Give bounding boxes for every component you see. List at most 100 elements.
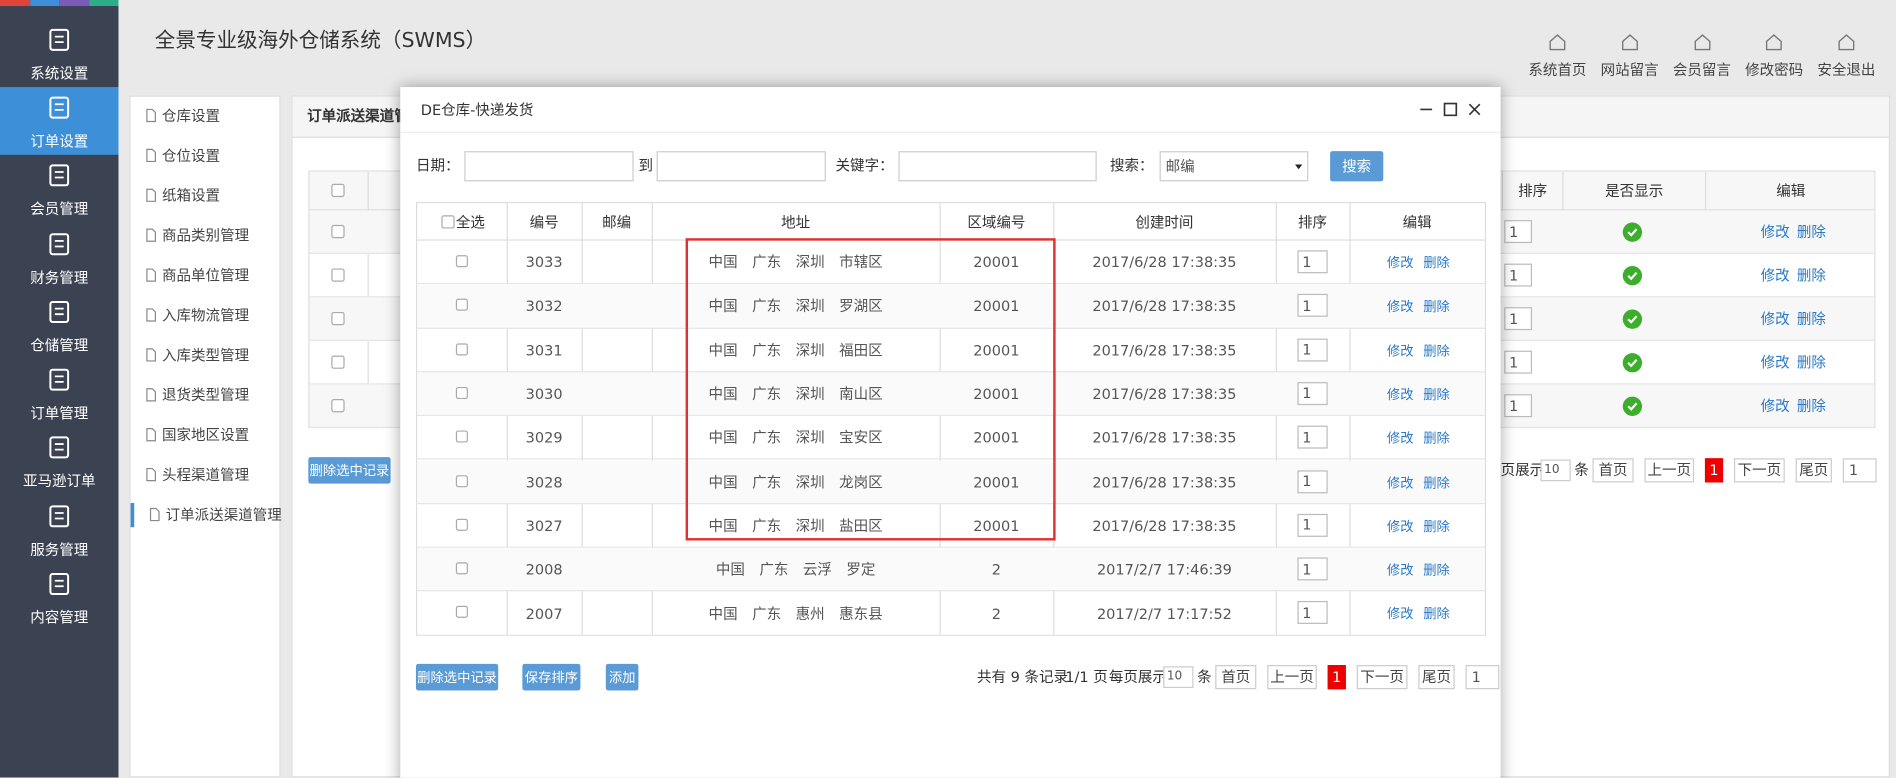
text-input[interactable] <box>656 151 826 182</box>
submenu-item[interactable]: 仓库设置 <box>131 104 280 128</box>
sort-input[interactable]: 1 <box>1504 263 1533 287</box>
maximize-button[interactable] <box>1443 102 1459 118</box>
submenu-item[interactable]: 入库类型管理 <box>131 343 280 367</box>
top-nav-item[interactable]: 网站留言 <box>1593 31 1666 79</box>
search-field-select[interactable]: 邮编 <box>1159 151 1309 182</box>
checkbox[interactable] <box>455 386 468 399</box>
pager-first[interactable]: 首页 <box>1215 665 1257 690</box>
pager-next[interactable]: 下一页 <box>1356 665 1408 690</box>
pager-select[interactable]: 1 <box>1842 458 1877 483</box>
pager-prev[interactable]: 上一页 <box>1267 665 1317 690</box>
submenu-item[interactable]: 头程渠道管理 <box>131 463 280 487</box>
edit-link[interactable]: 修改 <box>1760 310 1790 328</box>
submenu-item[interactable]: 纸箱设置 <box>131 184 280 208</box>
checkbox[interactable] <box>331 183 345 198</box>
checkbox[interactable] <box>331 311 345 326</box>
top-nav-item[interactable]: 系统首页 <box>1521 31 1594 79</box>
delete-link[interactable]: 删除 <box>1796 397 1826 415</box>
pager-prev[interactable]: 上一页 <box>1644 458 1695 483</box>
sort-input[interactable]: 1 <box>1504 307 1533 331</box>
sort-input[interactable]: 1 <box>1297 557 1328 581</box>
sort-input[interactable]: 1 <box>1504 350 1533 374</box>
delete-link[interactable]: 删除 <box>1423 518 1450 535</box>
text-input[interactable] <box>898 151 1097 182</box>
checkbox[interactable] <box>331 224 345 239</box>
delete-link[interactable]: 删除 <box>1423 299 1450 315</box>
sort-input[interactable]: 1 <box>1504 394 1533 418</box>
delete-link[interactable]: 删除 <box>1423 386 1450 403</box>
delete-link[interactable]: 删除 <box>1423 255 1450 271</box>
edit-link[interactable]: 修改 <box>1386 342 1414 359</box>
sort-input[interactable]: 1 <box>1297 469 1328 493</box>
checkbox[interactable] <box>331 399 345 413</box>
submenu-item[interactable]: 仓位设置 <box>131 144 280 168</box>
edit-link[interactable]: 修改 <box>1386 606 1414 622</box>
sort-input[interactable]: 1 <box>1297 250 1328 274</box>
edit-link[interactable]: 修改 <box>1386 255 1414 271</box>
sort-input[interactable]: 1 <box>1297 381 1328 405</box>
delete-link[interactable]: 删除 <box>1423 342 1450 359</box>
submenu-item[interactable]: 退货类型管理 <box>131 383 280 407</box>
sort-input[interactable]: 1 <box>1297 425 1328 449</box>
close-button[interactable] <box>1467 102 1483 118</box>
menu-item[interactable]: 会员管理 <box>0 155 118 223</box>
checkbox[interactable] <box>455 299 468 312</box>
checkbox[interactable] <box>455 342 468 356</box>
edit-link[interactable]: 修改 <box>1386 299 1414 315</box>
action-button[interactable]: 添加 <box>605 663 639 691</box>
top-nav-item[interactable]: 安全退出 <box>1810 31 1883 79</box>
submenu-item[interactable]: 入库物流管理 <box>131 304 280 328</box>
sort-input[interactable]: 1 <box>1297 601 1328 625</box>
pager-select[interactable]: 1 <box>1465 665 1500 690</box>
delete-link[interactable]: 删除 <box>1423 430 1450 447</box>
menu-item[interactable]: 订单管理 <box>0 359 118 427</box>
edit-link[interactable]: 修改 <box>1760 354 1790 372</box>
edit-link[interactable]: 修改 <box>1760 397 1790 415</box>
edit-link[interactable]: 修改 <box>1386 562 1414 579</box>
delete-link[interactable]: 删除 <box>1423 474 1450 491</box>
pager-current[interactable]: 1 <box>1327 665 1346 690</box>
delete-link[interactable]: 删除 <box>1423 606 1450 622</box>
delete-link[interactable]: 删除 <box>1796 354 1826 372</box>
minimize-button[interactable] <box>1418 102 1434 118</box>
sort-input[interactable]: 1 <box>1297 294 1328 318</box>
submenu-item[interactable]: 商品类别管理 <box>131 224 280 248</box>
edit-link[interactable]: 修改 <box>1760 223 1790 241</box>
sort-input[interactable]: 1 <box>1297 338 1328 362</box>
delete-link[interactable]: 删除 <box>1796 223 1826 241</box>
menu-item[interactable]: 亚马逊订单 <box>0 427 118 495</box>
pager-last[interactable]: 尾页 <box>1795 458 1832 483</box>
delete-link[interactable]: 删除 <box>1423 562 1450 579</box>
checkbox[interactable] <box>455 474 468 487</box>
menu-item[interactable]: 订单设置 <box>0 87 119 155</box>
edit-link[interactable]: 修改 <box>1386 518 1414 535</box>
edit-link[interactable]: 修改 <box>1386 474 1414 491</box>
sort-input[interactable]: 1 <box>1297 513 1328 537</box>
checkbox[interactable] <box>455 518 468 531</box>
submenu-item[interactable]: 国家地区设置 <box>131 423 280 447</box>
action-button[interactable]: 保存排序 <box>522 663 581 691</box>
pager-current[interactable]: 1 <box>1704 458 1724 483</box>
pager-last[interactable]: 尾页 <box>1418 665 1455 690</box>
action-button[interactable]: 删除选中记录 <box>415 663 499 691</box>
checkbox[interactable] <box>455 562 468 575</box>
checkbox[interactable] <box>331 355 345 369</box>
menu-item[interactable]: 财务管理 <box>0 223 118 291</box>
checkbox[interactable] <box>331 268 345 282</box>
submenu-item[interactable]: 订单派送渠道管理 <box>130 503 282 528</box>
delete-link[interactable]: 删除 <box>1796 267 1826 285</box>
delete-selected-button[interactable]: 删除选中记录 <box>308 457 391 484</box>
pager-first[interactable]: 首页 <box>1592 458 1634 483</box>
menu-item[interactable]: 服务管理 <box>0 495 118 563</box>
checkbox[interactable] <box>455 430 468 443</box>
checkbox[interactable] <box>455 255 468 268</box>
top-nav-item[interactable]: 会员留言 <box>1666 31 1739 79</box>
pager-next[interactable]: 下一页 <box>1733 458 1785 483</box>
submenu-item[interactable]: 商品单位管理 <box>131 264 280 288</box>
menu-item[interactable]: 仓储管理 <box>0 291 118 359</box>
text-input[interactable] <box>464 151 634 182</box>
delete-link[interactable]: 删除 <box>1796 310 1826 328</box>
top-nav-item[interactable]: 修改密码 <box>1738 31 1811 79</box>
edit-link[interactable]: 修改 <box>1386 386 1414 403</box>
menu-item[interactable]: 系统设置 <box>0 19 118 87</box>
